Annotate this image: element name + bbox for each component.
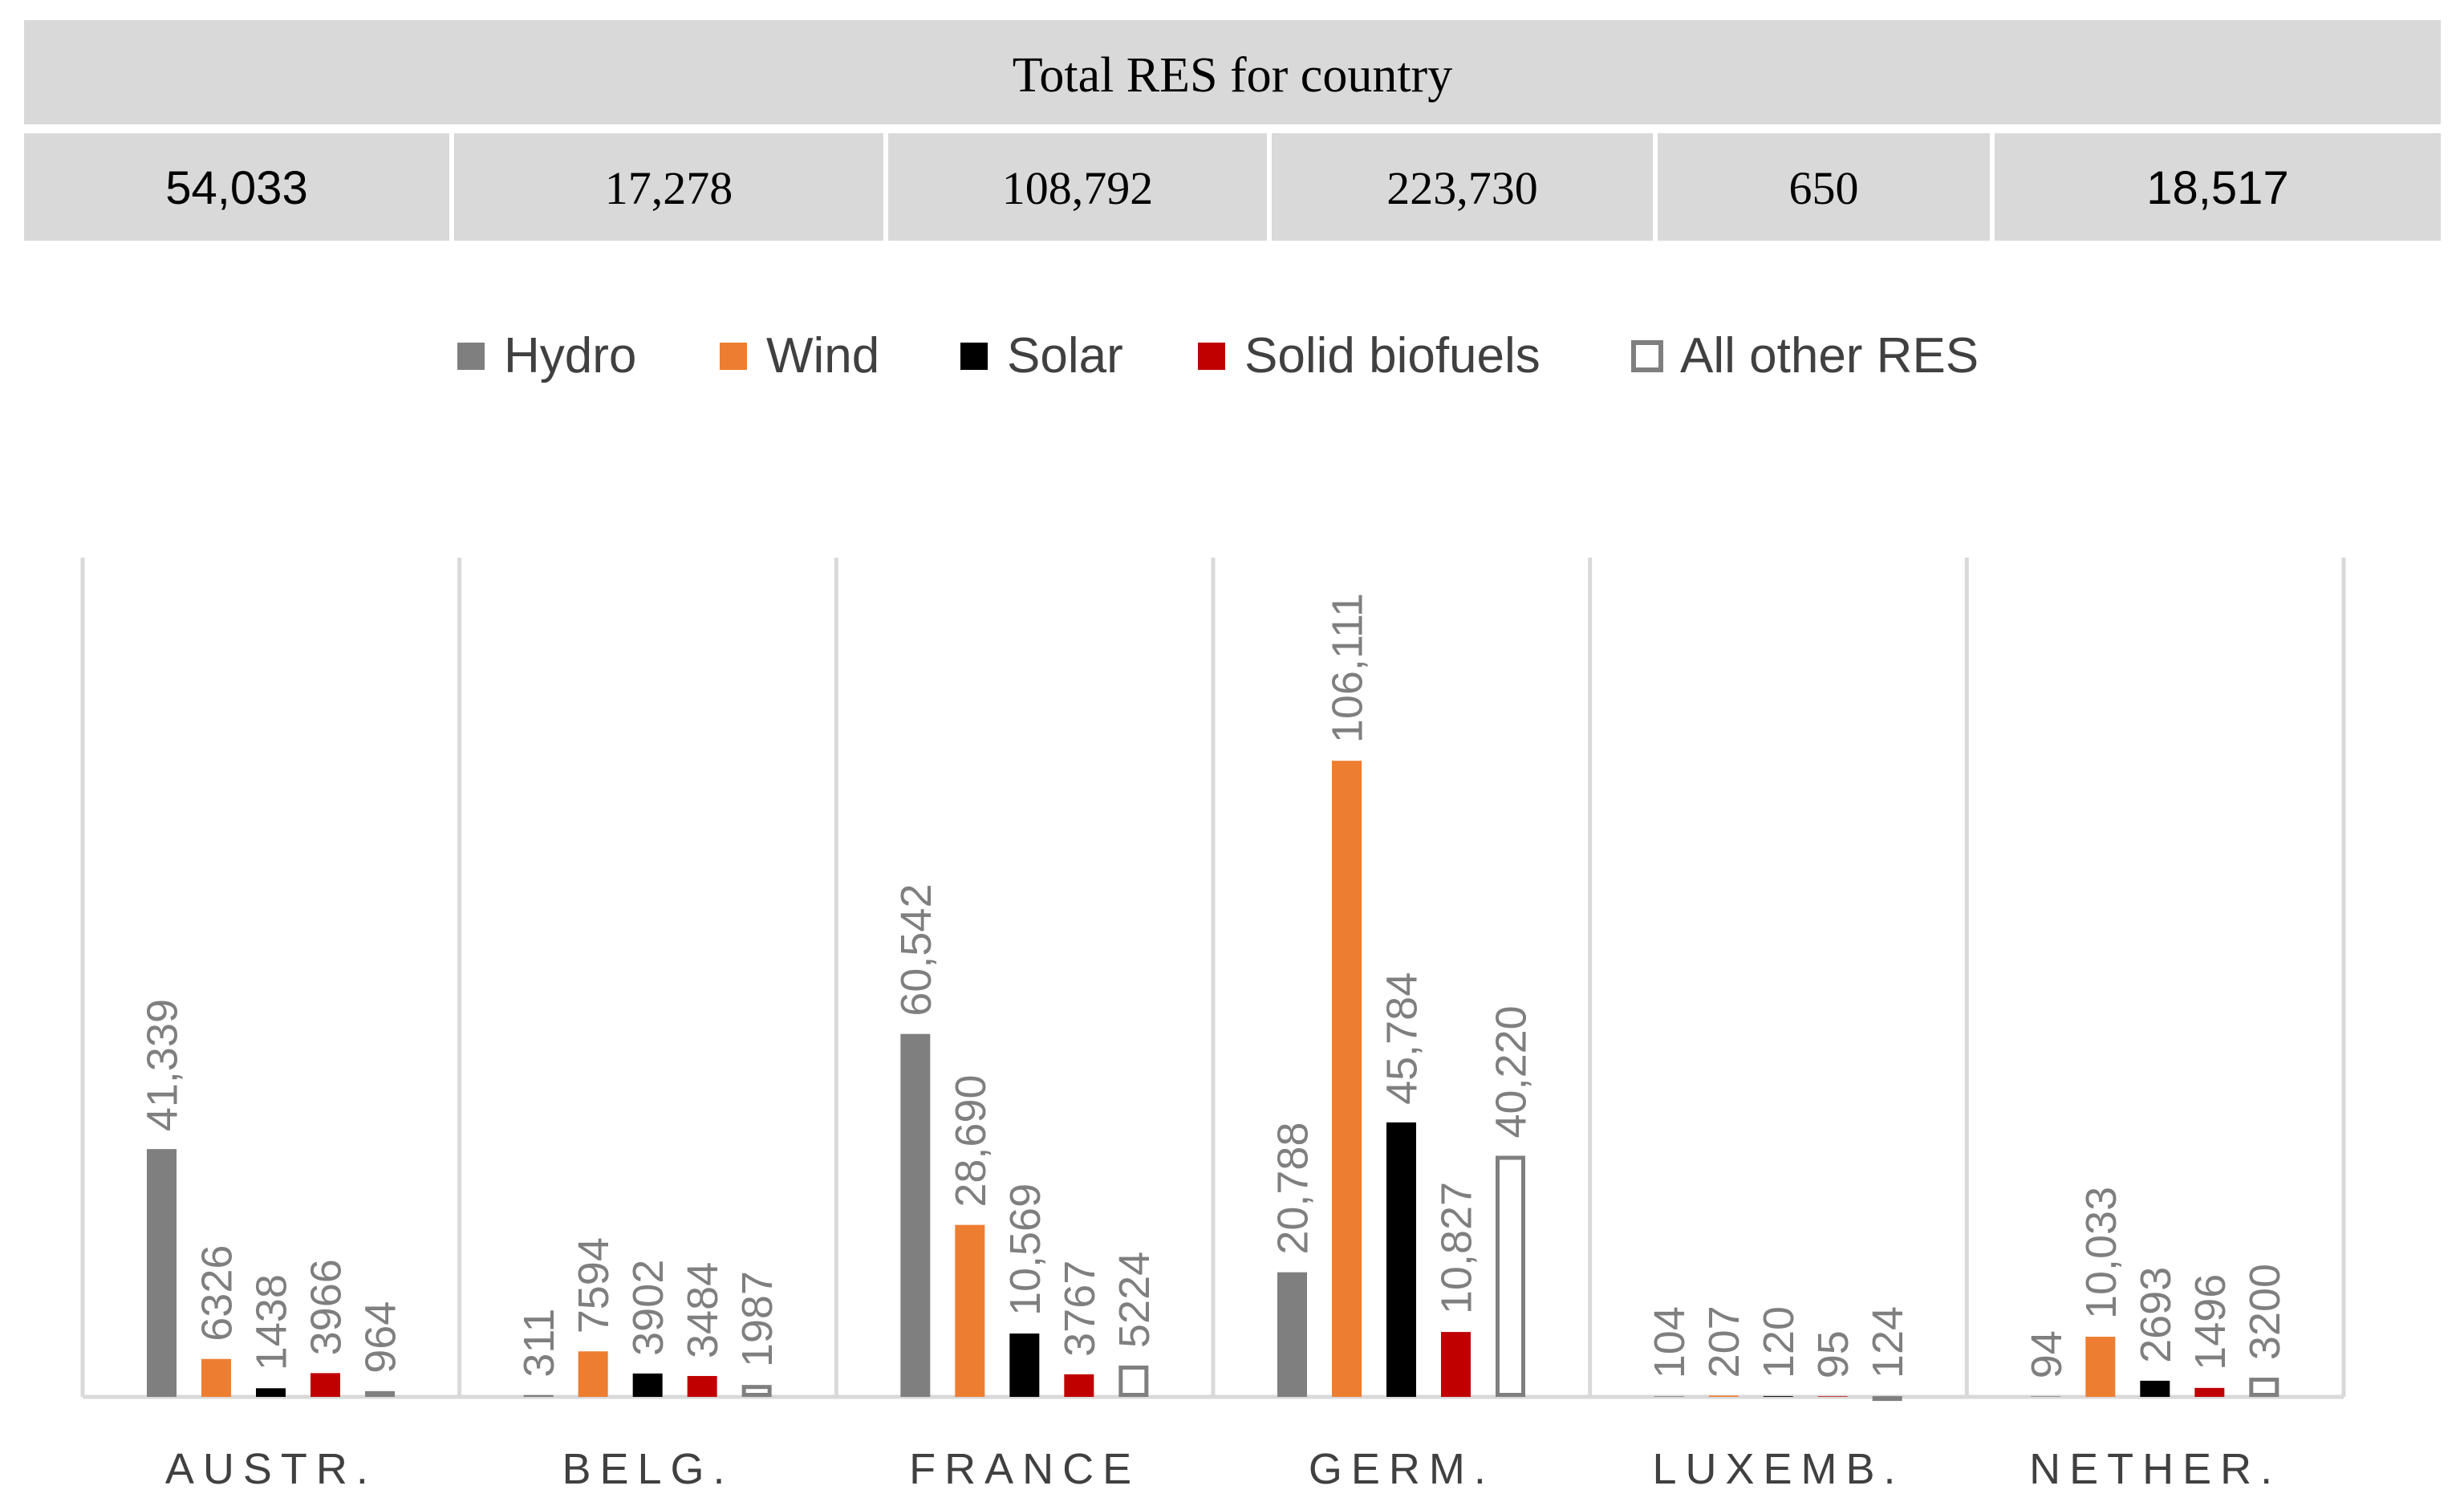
bar-solar-5 bbox=[2140, 1380, 2170, 1397]
data-label-hydro-2: 60,542 bbox=[892, 883, 940, 1016]
data-label-all-other-res-2: 5224 bbox=[1110, 1252, 1159, 1348]
legend-label-3: Solid biofuels bbox=[1244, 328, 1541, 384]
data-label-wind-0: 6326 bbox=[193, 1245, 242, 1342]
totals-table: Total RES for country 54,033 17,278 108,79… bbox=[24, 20, 2441, 241]
data-label-solid-biofuels-3: 10,827 bbox=[1433, 1182, 1481, 1314]
category-label-1: BELG. bbox=[562, 1445, 733, 1493]
total-value-2: 108,792 bbox=[1002, 162, 1154, 214]
total-value-5: 18,517 bbox=[2146, 162, 2288, 214]
bar-wind-5 bbox=[2085, 1337, 2116, 1397]
data-label-solid-biofuels-5: 1496 bbox=[2186, 1274, 2235, 1370]
legend: Hydro Wind Solar Solid biofuels All other RE… bbox=[457, 328, 1979, 384]
data-label-wind-3: 106,111 bbox=[1324, 593, 1372, 743]
data-label-solar-3: 45,784 bbox=[1378, 972, 1427, 1105]
data-label-hydro-1: 311 bbox=[515, 1309, 563, 1378]
legend-label-1: Wind bbox=[766, 328, 879, 384]
bar-solid-biofuels-2 bbox=[1064, 1374, 1094, 1397]
bar-hydro-5 bbox=[2031, 1396, 2061, 1397]
category-label-4: LUXEMB. bbox=[1652, 1445, 1904, 1493]
bar-hydro-1 bbox=[523, 1394, 554, 1397]
bar-solid-biofuels-4 bbox=[1817, 1396, 1848, 1397]
bar-all-other-res-2 bbox=[1118, 1365, 1149, 1397]
bar-solid-biofuels-1 bbox=[687, 1375, 717, 1397]
bar-all-other-res-1 bbox=[741, 1385, 772, 1398]
category-label-5: NETHER. bbox=[2029, 1445, 2281, 1493]
bar-hydro-4 bbox=[1654, 1396, 1684, 1397]
bar-hydro-2 bbox=[900, 1033, 931, 1397]
category-label-0: AUSTR. bbox=[165, 1445, 377, 1493]
data-label-solar-0: 1438 bbox=[248, 1274, 296, 1370]
total-value-0: 54,033 bbox=[165, 162, 307, 214]
bar-solar-0 bbox=[256, 1388, 286, 1397]
data-label-wind-1: 7594 bbox=[570, 1237, 618, 1333]
data-label-solid-biofuels-2: 3767 bbox=[1056, 1260, 1104, 1357]
total-cell-2 bbox=[888, 133, 1267, 241]
total-cell-5 bbox=[1995, 133, 2441, 241]
table-title-cell bbox=[24, 20, 2441, 124]
legend-swatch-2 bbox=[960, 343, 988, 370]
bar-solar-2 bbox=[1009, 1333, 1040, 1397]
bar-solar-1 bbox=[632, 1373, 663, 1397]
data-label-hydro-4: 104 bbox=[1646, 1306, 1694, 1378]
data-label-solid-biofuels-1: 3484 bbox=[679, 1262, 727, 1358]
data-label-solar-2: 10,569 bbox=[1001, 1183, 1049, 1316]
bar-all-other-res-0 bbox=[365, 1390, 395, 1397]
bar-hydro-3 bbox=[1277, 1272, 1307, 1397]
data-label-hydro-0: 41,339 bbox=[139, 999, 187, 1131]
legend-swatch-3 bbox=[1198, 343, 1225, 370]
legend-label-4: All other RES bbox=[1680, 328, 1979, 384]
data-label-wind-4: 207 bbox=[1700, 1305, 1748, 1378]
legend-swatch-1 bbox=[720, 343, 747, 370]
data-label-solar-5: 2693 bbox=[2132, 1267, 2180, 1363]
data-label-hydro-5: 94 bbox=[2023, 1330, 2071, 1378]
data-label-solid-biofuels-4: 95 bbox=[1809, 1330, 1857, 1378]
table-totals-row: 54,033 17,278 108,792 223,730 650 18,517 bbox=[24, 133, 2441, 241]
data-label-all-other-res-3: 40,220 bbox=[1488, 1005, 1536, 1138]
category-label-2: FRANCE bbox=[909, 1445, 1140, 1493]
legend-label-0: Hydro bbox=[504, 328, 636, 384]
category-label-3: GERM. bbox=[1309, 1445, 1495, 1493]
total-value-4: 650 bbox=[1789, 162, 1859, 214]
bar-solar-4 bbox=[1763, 1396, 1793, 1397]
bar-wind-0 bbox=[201, 1358, 231, 1397]
legend-swatch-0 bbox=[457, 343, 485, 370]
data-label-all-other-res-0: 964 bbox=[357, 1301, 405, 1374]
total-cell-0 bbox=[24, 133, 449, 241]
table-title: Total RES for country bbox=[1013, 48, 1452, 103]
data-label-solar-1: 3902 bbox=[624, 1260, 672, 1356]
bar-solid-biofuels-0 bbox=[311, 1373, 340, 1397]
bar-wind-4 bbox=[1708, 1395, 1739, 1397]
data-label-wind-5: 10,033 bbox=[2077, 1187, 2125, 1319]
bar-all-other-res-4 bbox=[1872, 1396, 1902, 1402]
bar-wind-2 bbox=[955, 1224, 985, 1397]
total-cell-4 bbox=[1658, 133, 1990, 241]
data-label-solid-biofuels-0: 3966 bbox=[302, 1259, 351, 1355]
bar-wind-1 bbox=[578, 1351, 608, 1397]
data-label-all-other-res-5: 3200 bbox=[2241, 1264, 2289, 1360]
total-cell-1 bbox=[454, 133, 883, 241]
data-label-hydro-3: 20,788 bbox=[1269, 1122, 1317, 1255]
bar-all-other-res-5 bbox=[2249, 1378, 2279, 1398]
data-label-wind-2: 28,690 bbox=[947, 1074, 995, 1207]
bar-wind-3 bbox=[1332, 761, 1362, 1397]
data-label-all-other-res-4: 124 bbox=[1864, 1306, 1912, 1378]
bar-solid-biofuels-5 bbox=[2194, 1387, 2225, 1397]
total-value-1: 17,278 bbox=[605, 162, 733, 214]
bar-solid-biofuels-3 bbox=[1441, 1332, 1471, 1397]
legend-label-2: Solar bbox=[1007, 328, 1123, 384]
bar-hydro-0 bbox=[147, 1149, 177, 1397]
data-label-all-other-res-1: 1987 bbox=[733, 1271, 781, 1367]
total-cell-3 bbox=[1272, 133, 1653, 241]
total-value-3: 223,730 bbox=[1386, 162, 1538, 214]
bar-all-other-res-3 bbox=[1496, 1155, 1525, 1397]
bar-solar-3 bbox=[1386, 1122, 1416, 1397]
data-label-solar-4: 120 bbox=[1755, 1306, 1803, 1378]
legend-swatch-4 bbox=[1631, 340, 1663, 372]
